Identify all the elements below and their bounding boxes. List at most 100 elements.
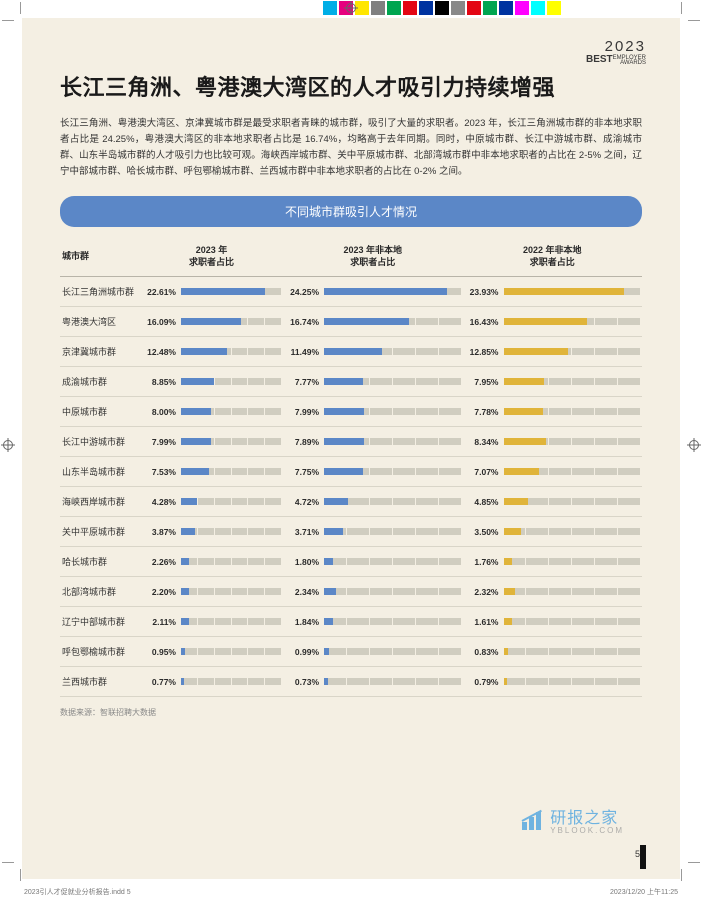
crop-mark [688, 862, 700, 863]
bar-chart [181, 618, 281, 625]
crop-mark [2, 862, 14, 863]
bar-chart [504, 468, 641, 475]
bar-chart [324, 528, 460, 535]
bar-chart [504, 558, 641, 565]
bar-chart [181, 468, 281, 475]
bar-value: 4.85% [465, 497, 499, 507]
bar-value: 8.00% [142, 407, 176, 417]
bar-cell: 2.34% [283, 577, 462, 607]
bar-value: 8.34% [465, 437, 499, 447]
bar-cell: 2.26% [140, 547, 283, 577]
bar-cell: 7.07% [463, 457, 643, 487]
colorbar-chip [451, 1, 465, 15]
bar-value: 4.28% [142, 497, 176, 507]
bar-value: 1.80% [285, 557, 319, 567]
bar-chart [181, 408, 281, 415]
bar-cell: 1.61% [463, 607, 643, 637]
bar-cell: 12.85% [463, 337, 643, 367]
bar-cell: 1.76% [463, 547, 643, 577]
registration-mark [346, 3, 356, 13]
bar-chart [181, 348, 281, 355]
bar-chart [181, 558, 281, 565]
colorbar-chip [371, 1, 385, 15]
table-row: 长江中游城市群7.99%7.89%8.34% [60, 427, 642, 457]
bar-chart [181, 678, 281, 685]
bar-cell: 2.11% [140, 607, 283, 637]
row-label: 长江三角洲城市群 [60, 277, 140, 307]
bar-value: 1.76% [465, 557, 499, 567]
bar-cell: 7.77% [283, 367, 462, 397]
bar-cell: 8.00% [140, 397, 283, 427]
row-label: 成渝城市群 [60, 367, 140, 397]
bar-cell: 0.83% [463, 637, 643, 667]
bar-cell: 3.87% [140, 517, 283, 547]
bar-value: 16.09% [142, 317, 176, 327]
row-label: 关中平原城市群 [60, 517, 140, 547]
bar-value: 7.78% [465, 407, 499, 417]
bar-value: 8.85% [142, 377, 176, 387]
bar-chart [181, 378, 281, 385]
bar-cell: 2.20% [140, 577, 283, 607]
bar-cell: 3.50% [463, 517, 643, 547]
crop-mark [681, 869, 682, 881]
bar-chart [181, 438, 281, 445]
bar-value: 7.07% [465, 467, 499, 477]
table-header: 城市群 [60, 237, 140, 277]
row-label: 京津冀城市群 [60, 337, 140, 367]
colorbar-chip [387, 1, 401, 15]
bar-cell: 7.95% [463, 367, 643, 397]
bar-chart [181, 318, 281, 325]
table-row: 海峡西岸城市群4.28% 4.72% 4.85% [60, 487, 642, 517]
bar-value: 24.25% [285, 287, 319, 297]
table-row: 关中平原城市群3.87%3.71%3.50% [60, 517, 642, 547]
bar-chart [504, 678, 641, 685]
bar-cell: 23.93% [463, 277, 643, 307]
bar-cell: 22.61% [140, 277, 283, 307]
bar-chart [324, 588, 460, 595]
bar-value: 0.83% [465, 647, 499, 657]
bar-value: 12.85% [465, 347, 499, 357]
table-row: 粤港澳大湾区16.09%16.74%16.43% [60, 307, 642, 337]
row-label: 海峡西岸城市群 [60, 487, 140, 517]
bar-value: 2.34% [285, 587, 319, 597]
bar-value: 12.48% [142, 347, 176, 357]
bar-value: 3.87% [142, 527, 176, 537]
watermark-chart-icon [522, 810, 544, 830]
bar-value: 0.79% [465, 677, 499, 687]
bar-cell: 1.84% [283, 607, 462, 637]
indesign-slug: 2023引人才促就业分析报告.indd 5 [24, 887, 131, 897]
bar-chart [324, 318, 460, 325]
bar-value: 4.72% [285, 497, 319, 507]
table-row: 成渝城市群8.85% 7.77% 7.95% [60, 367, 642, 397]
row-label: 粤港澳大湾区 [60, 307, 140, 337]
bar-chart [324, 558, 460, 565]
bar-chart [504, 348, 641, 355]
bar-chart [504, 528, 641, 535]
table-row: 辽宁中部城市群2.11%1.84%1.61% [60, 607, 642, 637]
bar-chart [181, 588, 281, 595]
bar-value: 2.32% [465, 587, 499, 597]
bar-value: 3.50% [465, 527, 499, 537]
bar-cell: 1.80% [283, 547, 462, 577]
bar-value: 0.99% [285, 647, 319, 657]
row-label: 长江中游城市群 [60, 427, 140, 457]
colorbar-chip [403, 1, 417, 15]
watermark-domain: YBLOOK.COM [550, 826, 624, 835]
bar-value: 7.99% [285, 407, 319, 417]
bar-chart [504, 318, 641, 325]
table-row: 长江三角洲城市群22.61%24.25% 23.93% [60, 277, 642, 307]
bar-cell: 8.34% [463, 427, 643, 457]
table-row: 哈长城市群2.26%1.80% 1.76% [60, 547, 642, 577]
bar-chart [504, 288, 641, 295]
table-row: 中原城市群8.00%7.99%7.78% [60, 397, 642, 427]
row-label: 辽宁中部城市群 [60, 607, 140, 637]
row-label: 哈长城市群 [60, 547, 140, 577]
bar-chart [324, 618, 460, 625]
bar-value: 7.95% [465, 377, 499, 387]
bar-chart [504, 648, 641, 655]
row-label: 兰西城市群 [60, 667, 140, 697]
bar-value: 7.75% [285, 467, 319, 477]
bar-cell: 0.77% [140, 667, 283, 697]
colorbar-chip [435, 1, 449, 15]
bar-value: 7.77% [285, 377, 319, 387]
